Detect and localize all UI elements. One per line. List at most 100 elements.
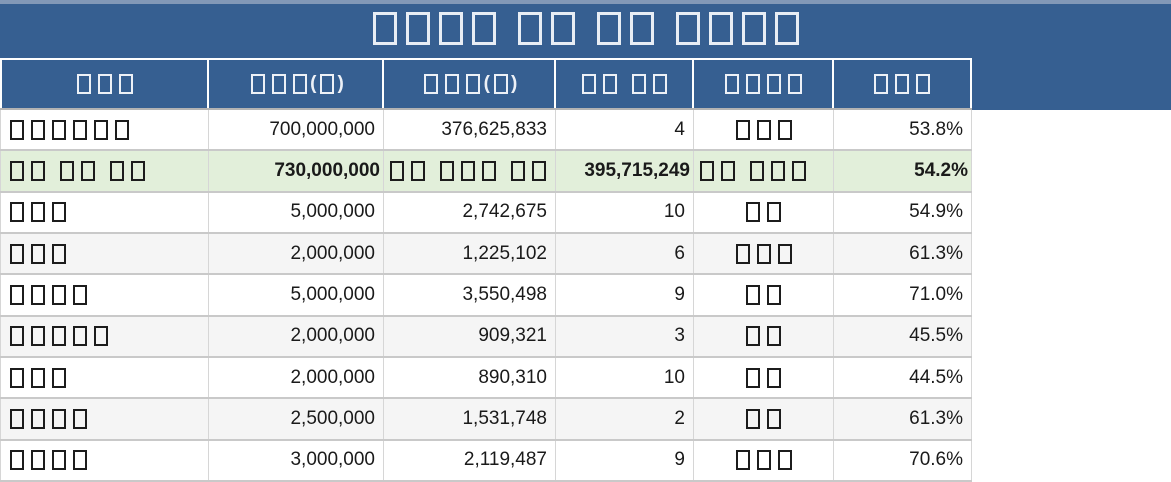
table-row-7: 2,500,000 1,531,748 2 61.3% [0,399,972,441]
missing-glyph-box [746,202,760,223]
table-cell-6-4 [694,357,834,398]
column-header-5 [834,60,972,108]
table-cell-7-0 [0,399,209,439]
missing-glyph-box [439,160,454,181]
table-cell-1-1: 730,000,000 [209,151,384,191]
missing-glyph-box [97,74,112,94]
missing-glyph-box [766,74,781,94]
missing-glyph-box [93,119,108,140]
missing-glyph-box [749,160,764,181]
missing-glyph-box [767,326,781,347]
table-row-8: 3,000,000 2,119,487 9 70.6% [0,440,972,482]
missing-glyph-box [460,160,475,181]
table-cell-5-3: 3 [556,316,694,356]
missing-glyph-box [767,284,781,305]
missing-glyph-box [30,450,45,471]
missing-glyph-box [756,450,771,471]
missing-glyph-box [916,74,930,94]
missing-glyph-box [550,12,575,45]
missing-glyph-box [9,367,24,388]
missing-glyph-box [250,74,265,94]
missing-glyph-box [292,74,307,94]
report-title [368,12,803,50]
missing-glyph-box [410,160,425,181]
missing-glyph-box [699,160,714,181]
table-cell-8-0 [0,440,209,480]
missing-glyph-box [466,74,481,94]
table-cell-0-2: 376,625,833 [384,110,556,150]
missing-glyph-box [130,160,145,181]
missing-glyph-box [51,119,66,140]
missing-glyph-box [735,450,750,471]
table-cell-5-0 [0,316,209,356]
table-cell-3-2: 1,225,102 [384,233,556,274]
column-header-4 [694,60,834,108]
missing-glyph-box [72,408,87,429]
missing-glyph-box [51,367,66,388]
missing-glyph-box [51,202,66,223]
missing-glyph-box [652,74,667,94]
table-row-3: 2,000,000 1,225,102 6 61.3% [0,233,972,276]
table-cell-4-4 [694,275,834,315]
missing-glyph-box [735,119,750,140]
missing-glyph-box [746,284,760,305]
table-cell-7-4 [694,399,834,439]
missing-glyph-box [745,74,760,94]
missing-glyph-box [787,74,802,94]
table-row-1: 730,000,000 395,715,249 54.2% [0,151,972,193]
missing-glyph-box [631,74,646,94]
title-band [0,4,1171,58]
table-cell-1-5: 54.2% [834,151,972,191]
table-cell-8-5: 70.6% [834,440,972,480]
table-cell-4-3: 9 [556,275,694,315]
missing-glyph-box [493,74,508,94]
missing-glyph-box [895,74,909,94]
column-header-1: () [209,60,384,108]
table-cell-8-4 [694,440,834,480]
missing-glyph-box [774,12,799,45]
missing-glyph-box [756,119,771,140]
missing-glyph-box [675,12,700,45]
table-row-0: 700,000,000 376,625,833 4 53.8% [0,110,972,152]
table-cell-7-5: 61.3% [834,399,972,439]
table-cell-0-0 [0,110,209,150]
missing-glyph-box [724,74,739,94]
missing-glyph-box [80,160,95,181]
missing-glyph-box [777,243,792,264]
table-cell-4-0 [0,275,209,315]
table-cell-2-1: 5,000,000 [209,192,384,232]
table-cell-8-2: 2,119,487 [384,440,556,480]
missing-glyph-box [874,74,888,94]
table-cell-7-1: 2,500,000 [209,399,384,439]
missing-glyph-box [510,160,525,181]
table-cell-2-3: 10 [556,192,694,232]
missing-glyph-box [30,284,45,305]
table-row-6: 2,000,000 890,310 10 44.5% [0,357,972,400]
table-cell-8-1: 3,000,000 [209,440,384,480]
missing-glyph-box [746,326,760,347]
missing-glyph-box [405,12,430,45]
missing-glyph-box [30,326,45,347]
missing-glyph-box [389,160,404,181]
table-header-row: ()() [0,58,972,110]
table-cell-7-2: 1,531,748 [384,399,556,439]
missing-glyph-box [581,74,596,94]
missing-glyph-box [767,408,781,429]
missing-glyph-box [756,243,771,264]
table-cell-7-3: 2 [556,399,694,439]
missing-glyph-box [51,284,66,305]
table-cell-5-5: 45.5% [834,316,972,356]
missing-glyph-box [114,119,129,140]
table-cell-4-5: 71.0% [834,275,972,315]
missing-glyph-box [30,408,45,429]
table-cell-1-4 [694,151,834,191]
missing-glyph-box [9,119,24,140]
missing-glyph-box [777,450,792,471]
table-cell-2-5: 54.9% [834,192,972,232]
missing-glyph-box [30,243,45,264]
missing-glyph-box [708,12,733,45]
missing-glyph-box [118,74,133,94]
missing-glyph-box [735,243,750,264]
table-cell-5-1: 2,000,000 [209,316,384,356]
